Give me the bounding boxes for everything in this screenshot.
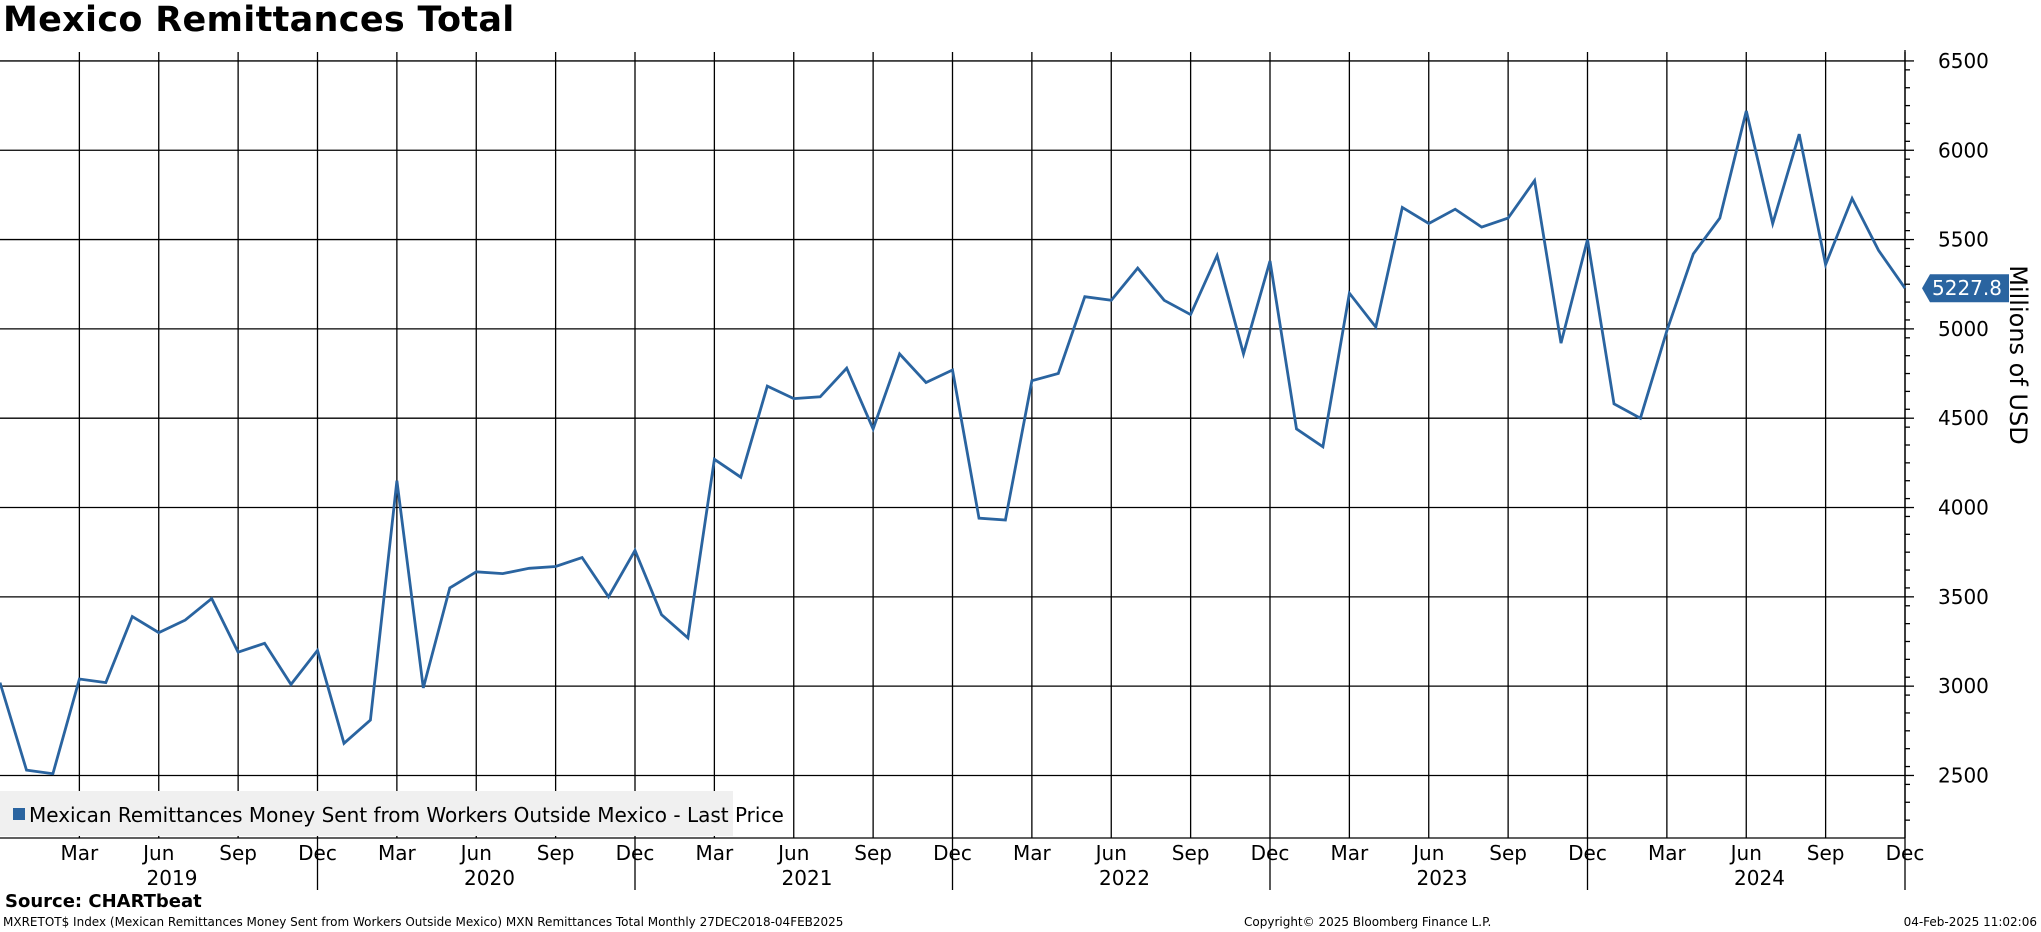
x-year-label: 2022 bbox=[1099, 866, 1150, 890]
y-axis-ticks: 2500 3000 3500 4000 4500 5000 5500 6000 6500 bbox=[1905, 49, 1989, 821]
y-tick-label: 3000 bbox=[1938, 674, 1989, 698]
y-tick-label: 2500 bbox=[1938, 763, 1989, 787]
x-month-label: Jun bbox=[776, 841, 809, 865]
x-month-label: Mar bbox=[378, 841, 417, 865]
x-month-label: Jun bbox=[1729, 841, 1762, 865]
y-tick-label: 6000 bbox=[1938, 138, 1989, 162]
x-month-label: Jun bbox=[1094, 841, 1127, 865]
chart-title: Mexico Remittances Total bbox=[3, 0, 515, 40]
y-tick-label: 5500 bbox=[1938, 228, 1989, 252]
x-month-label: Mar bbox=[61, 841, 100, 865]
x-month-label: Mar bbox=[1013, 841, 1052, 865]
x-month-label: Sep bbox=[1489, 841, 1527, 865]
x-year-label: 2023 bbox=[1417, 866, 1468, 890]
legend-swatch bbox=[13, 808, 25, 820]
y-axis-label: Millions of USD bbox=[2004, 265, 2032, 444]
x-month-label: Mar bbox=[1331, 841, 1370, 865]
x-month-label: Sep bbox=[219, 841, 257, 865]
footer-timestamp: 04-Feb-2025 11:02:06 bbox=[1903, 915, 2037, 929]
x-month-label: Mar bbox=[1648, 841, 1687, 865]
last-value-marker: 5227.8 bbox=[1922, 274, 2009, 303]
x-month-label: Sep bbox=[854, 841, 892, 865]
y-tick-label: 5000 bbox=[1938, 317, 1989, 341]
y-tick-label: 4000 bbox=[1938, 496, 1989, 520]
x-month-label: Jun bbox=[1411, 841, 1444, 865]
source-note: Source: CHARTbeat bbox=[5, 891, 202, 912]
y-tick-label: 6500 bbox=[1938, 49, 1989, 73]
x-month-label: Sep bbox=[1807, 841, 1845, 865]
footer-ticker-description: MXRETOT$ Index (Mexican Remittances Mone… bbox=[3, 915, 844, 929]
legend-background bbox=[0, 791, 733, 836]
x-month-label: Sep bbox=[537, 841, 575, 865]
y-tick-label: 3500 bbox=[1938, 585, 1989, 609]
x-year-label: 2021 bbox=[782, 866, 833, 890]
y-tick-label: 4500 bbox=[1938, 406, 1989, 430]
x-month-label: Mar bbox=[696, 841, 735, 865]
x-year-label: 2019 bbox=[147, 866, 198, 890]
x-month-label: Jun bbox=[459, 841, 492, 865]
legend: Mexican Remittances Money Sent from Work… bbox=[0, 791, 784, 836]
last-value-badge bbox=[1922, 274, 2009, 303]
vertical-gridlines bbox=[78, 52, 1906, 838]
series-layer bbox=[0, 110, 1907, 776]
x-year-label: 2024 bbox=[1734, 866, 1785, 890]
x-year-label: 2020 bbox=[464, 866, 515, 890]
legend-entry-label: Mexican Remittances Money Sent from Work… bbox=[29, 803, 784, 827]
x-month-label: Sep bbox=[1172, 841, 1210, 865]
x-month-label: Jun bbox=[141, 841, 174, 865]
footer-copyright: Copyright© 2025 Bloomberg Finance L.P. bbox=[1244, 915, 1492, 929]
x-axis-ticks: Mar Jun Sep Dec Mar Jun Sep Dec Mar Jun Sep Dec Mar J… bbox=[61, 838, 1924, 890]
last-value-label: 5227.8 bbox=[1932, 276, 2002, 300]
